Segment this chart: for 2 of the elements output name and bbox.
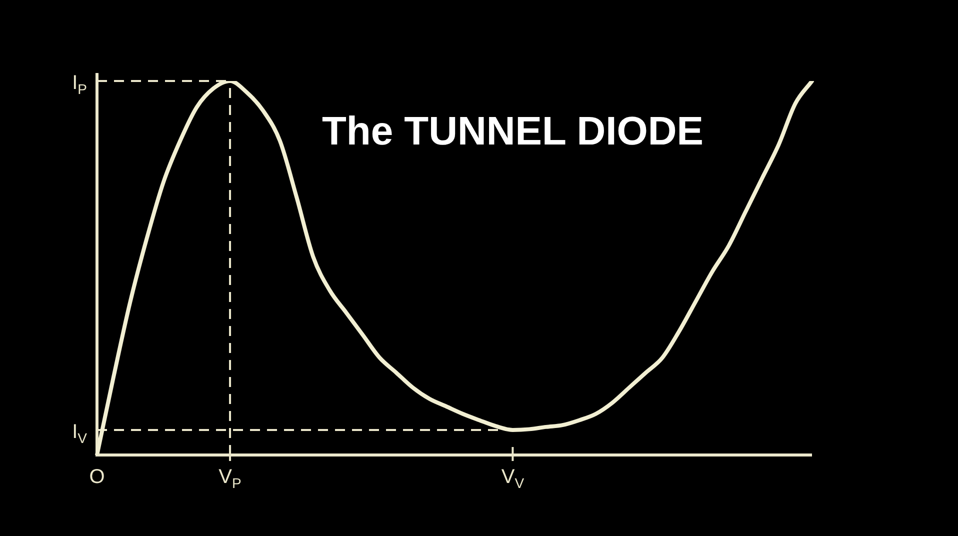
text: The TUNNEL DIODE — [322, 109, 704, 154]
x-tick-label: O — [89, 466, 105, 488]
